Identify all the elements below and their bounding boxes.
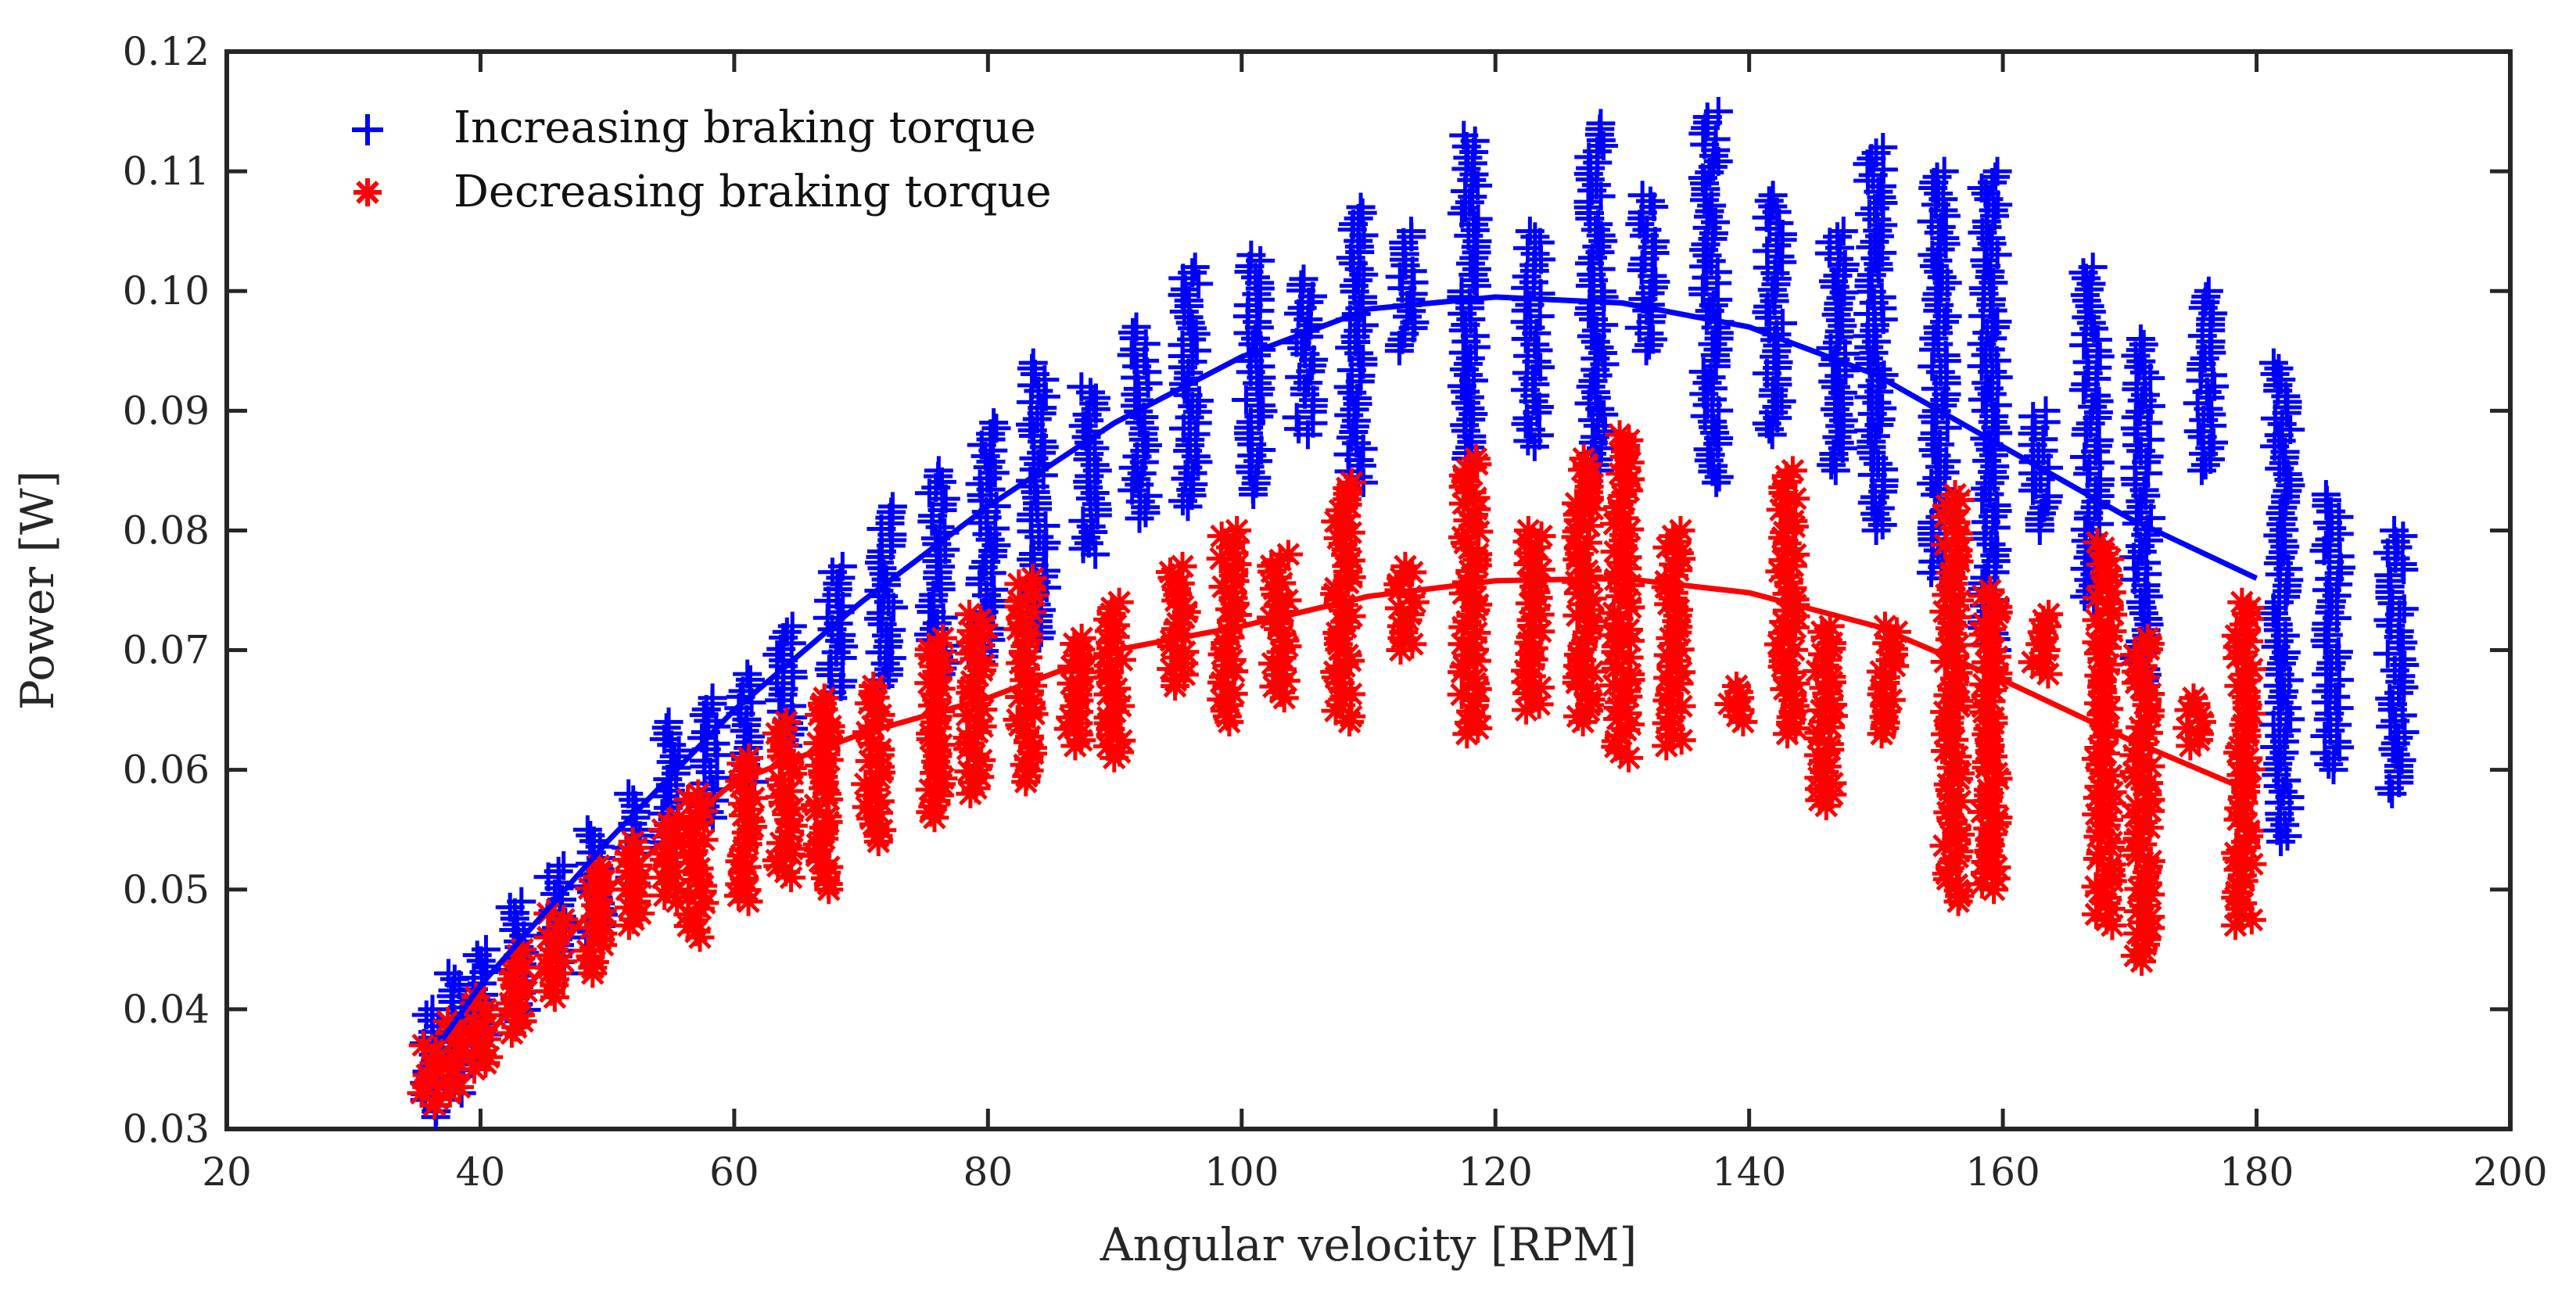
red-point-cluster [1929,480,1975,916]
x-tick-label: 120 [1458,1149,1533,1195]
fit-curve-layer [439,294,2258,1084]
legend-marker-asterisk-icon [353,178,382,206]
red-point-cluster [1763,456,1810,749]
y-tick-label: 0.12 [123,29,210,74]
x-tick-label: 20 [202,1149,252,1195]
blue-point-cluster [2068,253,2115,617]
y-axis-title: Power [W] [11,471,64,711]
x-tick-label: 200 [2473,1149,2547,1195]
y-tick-label: 0.07 [123,628,210,673]
series-layer [407,97,2420,1129]
x-tick-label: 160 [1965,1149,2040,1195]
legend: Increasing braking torque Decreasing bra… [352,102,1052,217]
axis-layer: 20 40 60 80 100 120 140 160 180 200 0.03 0.04 0.05 0.… [123,29,2548,1195]
x-tick-label: 100 [1204,1149,1279,1195]
red-point-cluster [673,779,719,952]
x-axis-title: Angular velocity [RPM] [1100,1218,1637,1271]
blue-point-cluster [1752,181,1798,450]
red-point-cluster [2018,600,2064,689]
legend-item-increasing-braking-torque: Increasing braking torque [352,102,1036,153]
blue-point-cluster [1333,192,1379,497]
legend-item-decreasing-braking-torque: Decreasing braking torque [353,167,1052,217]
y-tick-label: 0.08 [123,507,210,553]
red-point-cluster [2172,683,2216,761]
blue-point-cluster [1573,109,1620,486]
blue-point-cluster [1510,217,1555,461]
blue-point-cluster [2258,348,2305,857]
x-tick-label: 40 [456,1149,506,1195]
blue-point-cluster [2183,276,2230,486]
legend-marker-plus-icon [352,114,383,145]
x-tick-label: 60 [709,1149,759,1195]
y-tick-label: 0.09 [123,388,210,433]
blue-point-cluster [2309,480,2355,785]
red-point-cluster [1651,515,1696,761]
x-tick-label: 80 [963,1149,1014,1195]
red-point-cluster [851,671,897,857]
red-point-cluster [914,623,959,833]
red-point-cluster [1383,551,1430,665]
blue-point-cluster [1624,181,1670,366]
y-tick-label: 0.10 [123,268,210,314]
red-point-cluster [953,600,999,808]
red-point-cluster [533,898,579,1012]
red-point-cluster [1003,564,1049,797]
blue-point-cluster [1168,253,1214,521]
red-point-cluster [1511,515,1556,725]
legend-label-increasing-braking-torque: Increasing braking torque [454,102,1036,153]
red-point-cluster [762,707,808,892]
red-point-cluster [1320,468,1366,737]
blue-point-cluster [1814,217,1860,486]
red-fit-curve [440,575,2258,1084]
blue-point-cluster [1447,120,1493,474]
y-tick-label: 0.06 [123,747,210,793]
x-tick-label: 180 [2219,1149,2294,1195]
blue-point-cluster [1231,240,1278,510]
y-tick-label: 0.03 [123,1106,210,1152]
red-point-cluster [2081,528,2128,941]
red-point-cluster [1967,575,2013,905]
red-point-cluster [1803,611,1848,821]
blue-point-cluster [2373,515,2420,808]
red-point-cluster [801,683,845,905]
plot-area-frame [224,49,2513,1131]
blue-point-cluster [1916,156,1962,593]
y-tick-label: 0.05 [123,867,210,912]
red-point-cluster [1714,671,1758,737]
blue-point-cluster [1384,217,1430,366]
red-point-cluster [1206,515,1252,737]
y-tick-label: 0.11 [123,149,210,194]
blue-fit-curve [439,294,2258,1041]
y-tick-label: 0.04 [123,987,210,1032]
blue-point-cluster [1853,132,1899,545]
legend-plus-marker [352,114,383,145]
x-tick-label: 140 [1712,1149,1786,1195]
series-decreasing-braking-torque [407,420,2267,1120]
red-point-cluster [407,1030,453,1120]
legend-asterisk-marker [353,178,382,206]
legend-label-decreasing-braking-torque: Decreasing braking torque [454,167,1052,217]
red-point-cluster [1866,611,1911,749]
red-point-cluster [723,743,769,916]
red-point-cluster [2220,587,2267,941]
